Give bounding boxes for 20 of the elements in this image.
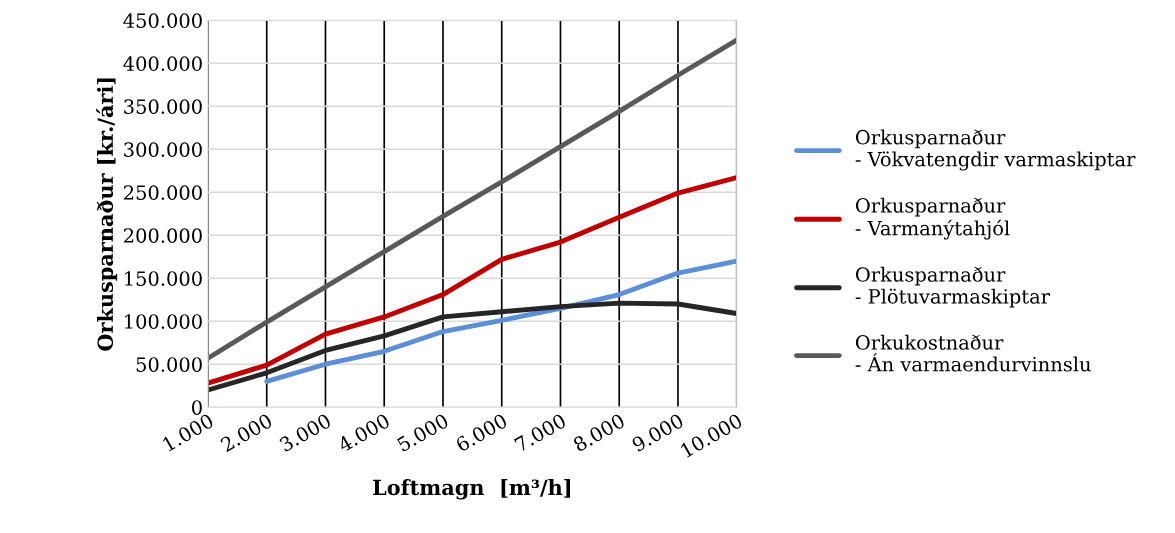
y-tick-label: 50.000 bbox=[136, 357, 202, 372]
y-tick-label: 250.000 bbox=[124, 185, 202, 200]
line-series bbox=[207, 37, 737, 361]
y-tick-label: 350.000 bbox=[124, 99, 202, 114]
y-axis-title: Orkusparnaður [kr./ári] bbox=[96, 78, 118, 351]
y-tick-label: 150.000 bbox=[125, 271, 202, 286]
line-series bbox=[264, 258, 737, 384]
line-series bbox=[207, 175, 737, 386]
y-tick-label: 400.000 bbox=[123, 56, 202, 71]
y-tick-label: 300.000 bbox=[124, 142, 202, 157]
legend-label: Orkusparnaður - Plötuvarmaskiptar bbox=[855, 266, 1050, 308]
y-tick-label: 100.000 bbox=[125, 314, 202, 329]
legend-label: Orkusparnaður - Vökvatengdir varmaskiptar bbox=[855, 129, 1136, 171]
line-series bbox=[207, 300, 737, 393]
legend-label: Orkusparnaður - Varmanýtahjól bbox=[855, 197, 1010, 240]
legend-label: Orkukostnaður - Án varmaendurvinnslu bbox=[855, 334, 1091, 372]
y-tick-label: 200.000 bbox=[124, 228, 202, 243]
x-axis-title: Loftmagn [m³/h] bbox=[373, 479, 571, 500]
y-tick-label: 450.000 bbox=[123, 13, 202, 28]
y-tick-label: 0 bbox=[192, 400, 202, 415]
